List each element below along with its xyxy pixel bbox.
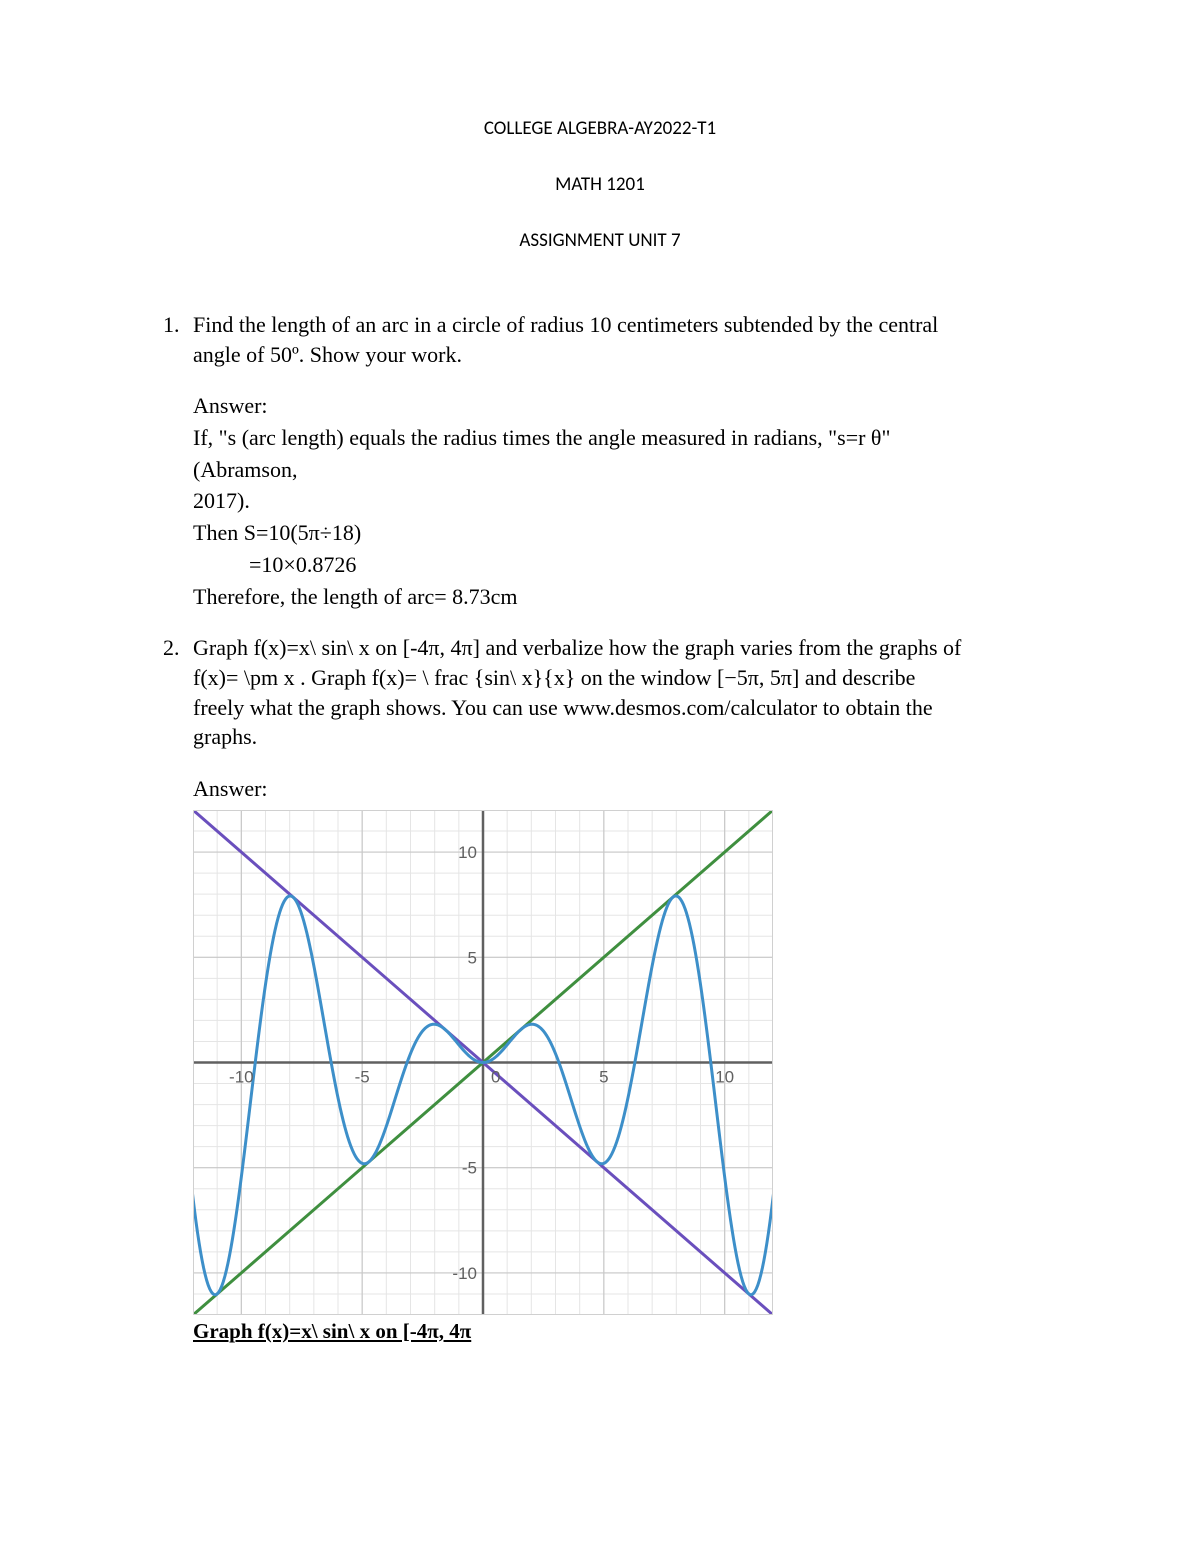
q2-l1: Graph f(x)=x\ sin\ x on [-4π, 4π] and ve… bbox=[193, 633, 1060, 663]
svg-text:-10: -10 bbox=[229, 1067, 254, 1086]
q1-a2: (Abramson, bbox=[193, 455, 1060, 485]
svg-text:5: 5 bbox=[599, 1067, 608, 1086]
q1-prompt-l1: Find the length of an arc in a circle of… bbox=[193, 310, 1060, 340]
graph-chart: -10 -5 5 10 -10 -5 5 10 0 bbox=[193, 810, 773, 1315]
q1-a3: 2017). bbox=[193, 486, 1060, 516]
q1-a6: Therefore, the length of arc= 8.73cm bbox=[193, 582, 1060, 612]
header-assignment: ASSIGNMENT UNIT 7 bbox=[140, 222, 1060, 260]
q1-a5: =10×0.8726 bbox=[193, 550, 1060, 580]
svg-text:-5: -5 bbox=[462, 1158, 477, 1177]
svg-text:10: 10 bbox=[458, 843, 477, 862]
q2-answer-label: Answer: bbox=[193, 774, 1060, 804]
svg-text:10: 10 bbox=[715, 1067, 734, 1086]
q1-a4: Then S=10(5π÷18) bbox=[193, 518, 1060, 548]
q2-l4: graphs. bbox=[193, 722, 1060, 752]
header-course: COLLEGE ALGEBRA-AY2022-T1 bbox=[140, 110, 1060, 148]
q1-a1: If, "s (arc length) equals the radius ti… bbox=[193, 423, 1060, 453]
question-2: Graph f(x)=x\ sin\ x on [-4π, 4π] and ve… bbox=[185, 633, 1060, 1345]
header-math: MATH 1201 bbox=[140, 166, 1060, 204]
q2-l3: freely what the graph shows. You can use… bbox=[193, 693, 1060, 723]
svg-text:0: 0 bbox=[491, 1067, 500, 1086]
svg-text:5: 5 bbox=[468, 948, 477, 967]
svg-text:-5: -5 bbox=[355, 1067, 370, 1086]
svg-text:-10: -10 bbox=[452, 1264, 477, 1283]
question-1: Find the length of an arc in a circle of… bbox=[185, 310, 1060, 611]
q1-prompt-l2: angle of 50º. Show your work. bbox=[193, 340, 1060, 370]
q2-l2: f(x)= \pm x . Graph f(x)= \ frac {sin\ x… bbox=[193, 663, 1060, 693]
graph-caption: Graph f(x)=x\ sin\ x on [-4π, 4π bbox=[193, 1317, 1060, 1345]
q1-answer-label: Answer: bbox=[193, 391, 1060, 421]
